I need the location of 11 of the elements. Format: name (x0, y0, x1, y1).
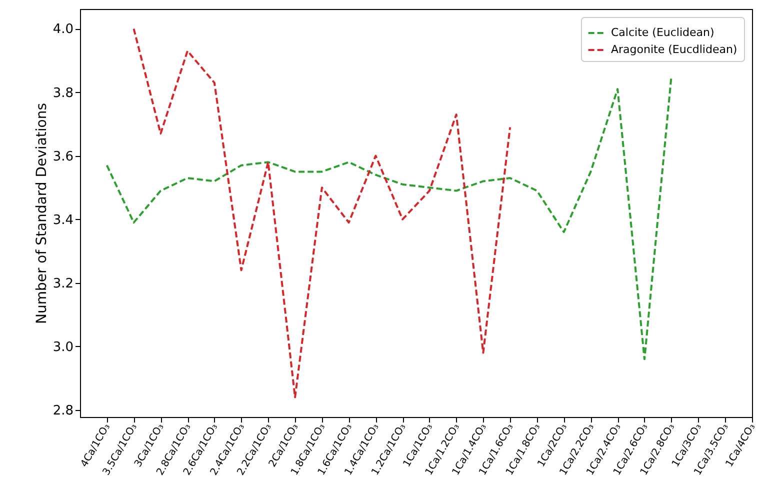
y-tick-label: 4.0 (52, 22, 74, 38)
y-tick-label: 2.8 (52, 404, 74, 419)
y-tick-label: 3.6 (52, 149, 74, 164)
y-tick-label: 3.0 (52, 340, 74, 355)
y-axis-title: Number of Standard Deviations (34, 102, 50, 324)
y-tick-label: 3.2 (52, 276, 74, 292)
y-tick-label: 3.4 (52, 212, 74, 228)
y-tick-label: 3.8 (52, 86, 74, 101)
line-series (132, 28, 512, 398)
legend-label: Aragonite (Eucdlidean) (611, 43, 738, 56)
legend-label: Calcite (Euclidean) (611, 26, 714, 39)
